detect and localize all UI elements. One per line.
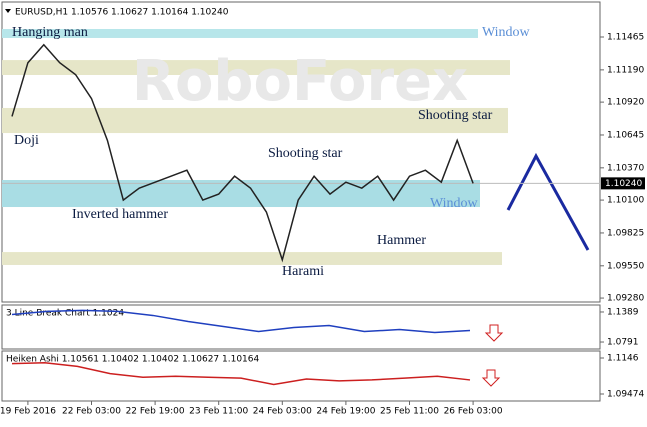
price-label: 1.10240: [605, 179, 642, 189]
y-tick-label: 1.09550: [607, 261, 644, 271]
zone: [2, 107, 508, 134]
annotation: Hanging man: [12, 25, 88, 40]
price-box: [601, 177, 645, 190]
panel-title: 3 Line Break Chart 1.1024: [6, 309, 124, 319]
chart-title: EURUSD,H1 1.10576 1.10627 1.10164 1.1024…: [15, 8, 229, 18]
annotation: Shooting star: [418, 108, 493, 123]
down-arrow: [484, 324, 504, 342]
x-tick-label: 22 Feb 03:00: [62, 407, 121, 417]
annotation: Hammer: [377, 233, 426, 248]
y-tick-label: 1.09474: [607, 390, 644, 400]
y-tick-label: 1.10920: [607, 98, 644, 108]
zone: [2, 252, 502, 265]
price-line: [11, 361, 471, 386]
annotation: Window: [430, 196, 479, 211]
panel-title: Heiken Ashi 1.10561 1.10402 1.10402 1.10…: [6, 355, 260, 365]
x-tick-label: 22 Feb 19:00: [126, 407, 185, 417]
x-tick-label: 25 Feb 11:00: [380, 407, 439, 417]
menu-triangle: [5, 9, 11, 13]
y-tick-label: 1.1146: [607, 353, 639, 363]
y-tick-label: 1.09280: [607, 294, 644, 304]
annotation: Window: [482, 25, 531, 40]
heiken-ashi-panel: [1, 350, 601, 402]
y-tick-label: 1.10645: [607, 130, 644, 140]
forecast-arrow: [506, 152, 590, 251]
y-tick-label: 1.10100: [607, 196, 644, 206]
annotation: Doji: [14, 133, 39, 148]
x-tick-label: 23 Feb 11:00: [189, 407, 248, 417]
y-tick-label: 1.09825: [607, 228, 644, 238]
y-tick-label: 1.10370: [607, 163, 644, 173]
annotation: Inverted hammer: [72, 207, 168, 222]
zone: [2, 180, 480, 208]
y-tick-label: 1.0791: [607, 338, 639, 348]
main-panel: [1, 1, 601, 303]
x-tick-label: 24 Feb 03:00: [253, 407, 312, 417]
price-line: [11, 309, 471, 334]
y-tick-label: 1.11190: [607, 65, 644, 75]
y-tick-label: 1.11465: [607, 33, 644, 43]
annotation: Harami: [282, 264, 324, 279]
watermark: RoboForex: [132, 49, 468, 114]
line-break-panel: [1, 304, 601, 350]
x-tick-label: 26 Feb 03:00: [444, 407, 503, 417]
zone: [2, 60, 510, 75]
price-line: [11, 43, 474, 263]
annotation: Shooting star: [268, 146, 343, 161]
down-arrow: [481, 369, 501, 387]
zone: [2, 29, 478, 38]
zones: [2, 29, 510, 265]
x-tick-label: 19 Feb 2016: [0, 407, 56, 417]
y-tick-label: 1.1389: [607, 307, 639, 317]
x-tick-label: 24 Feb 19:00: [316, 407, 375, 417]
